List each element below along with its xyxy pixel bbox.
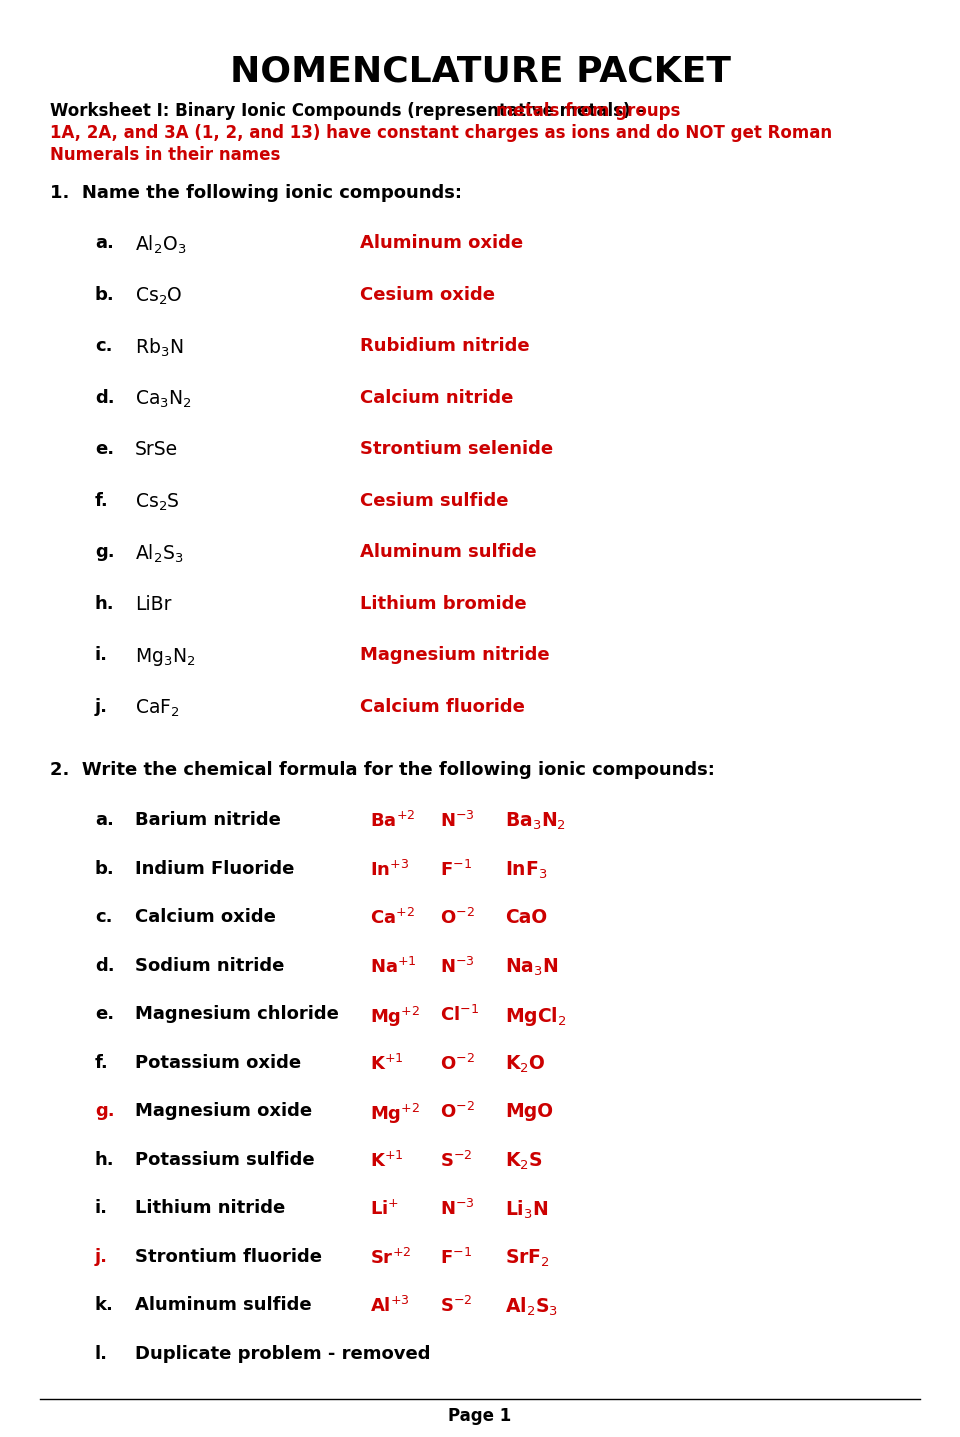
Text: Cesium sulfide: Cesium sulfide (360, 491, 509, 510)
Text: k.: k. (95, 1296, 114, 1313)
Text: InF$_3$: InF$_3$ (505, 859, 547, 881)
Text: Magnesium chloride: Magnesium chloride (135, 1004, 339, 1023)
Text: N$^{-3}$: N$^{-3}$ (440, 957, 475, 977)
Text: Indium Fluoride: Indium Fluoride (135, 859, 295, 878)
Text: Aluminum oxide: Aluminum oxide (360, 234, 523, 251)
Text: h.: h. (95, 595, 114, 612)
Text: Sodium nitride: Sodium nitride (135, 957, 284, 974)
Text: Numerals in their names: Numerals in their names (50, 147, 280, 164)
Text: f.: f. (95, 491, 108, 510)
Text: 2.  Write the chemical formula for the following ionic compounds:: 2. Write the chemical formula for the fo… (50, 762, 715, 779)
Text: N$^{-3}$: N$^{-3}$ (440, 810, 475, 831)
Text: Al$^{+3}$: Al$^{+3}$ (370, 1296, 410, 1316)
Text: Cs$_2$O: Cs$_2$O (135, 286, 182, 308)
Text: l.: l. (95, 1345, 108, 1362)
Text: Calcium oxide: Calcium oxide (135, 908, 276, 925)
Text: CaF$_2$: CaF$_2$ (135, 697, 180, 718)
Text: i.: i. (95, 647, 108, 664)
Text: c.: c. (95, 908, 112, 925)
Text: Duplicate problem - removed: Duplicate problem - removed (135, 1345, 430, 1362)
Text: Mg$^{+2}$: Mg$^{+2}$ (370, 1102, 420, 1127)
Text: Magnesium nitride: Magnesium nitride (360, 647, 550, 664)
Text: Na$_3$N: Na$_3$N (505, 957, 559, 977)
Text: c.: c. (95, 338, 112, 355)
Text: Ba$_3$N$_2$: Ba$_3$N$_2$ (505, 810, 566, 832)
Text: Ca$^{+2}$: Ca$^{+2}$ (370, 908, 415, 928)
Text: f.: f. (95, 1053, 108, 1072)
Text: F$^{-1}$: F$^{-1}$ (440, 859, 472, 879)
Text: Cs$_2$S: Cs$_2$S (135, 491, 180, 513)
Text: Ca$_3$N$_2$: Ca$_3$N$_2$ (135, 388, 192, 410)
Text: Aluminum sulfide: Aluminum sulfide (360, 543, 537, 560)
Text: LiBr: LiBr (135, 595, 172, 614)
Text: In$^{+3}$: In$^{+3}$ (370, 859, 409, 879)
Text: MgCl$_2$: MgCl$_2$ (505, 1004, 566, 1027)
Text: S$^{-2}$: S$^{-2}$ (440, 1151, 472, 1171)
Text: K$_2$S: K$_2$S (505, 1151, 542, 1171)
Text: SrF$_2$: SrF$_2$ (505, 1247, 550, 1269)
Text: d.: d. (95, 957, 114, 974)
Text: e.: e. (95, 1004, 114, 1023)
Text: Calcium fluoride: Calcium fluoride (360, 697, 525, 716)
Text: 1A, 2A, and 3A (1, 2, and 13) have constant charges as ions and do NOT get Roman: 1A, 2A, and 3A (1, 2, and 13) have const… (50, 124, 832, 142)
Text: Page 1: Page 1 (448, 1407, 512, 1426)
Text: Ba$^{+2}$: Ba$^{+2}$ (370, 810, 416, 831)
Text: Al$_2$O$_3$: Al$_2$O$_3$ (135, 234, 186, 256)
Text: b.: b. (95, 286, 115, 303)
Text: N$^{-3}$: N$^{-3}$ (440, 1198, 475, 1219)
Text: SrSe: SrSe (135, 440, 179, 458)
Text: Barium nitride: Barium nitride (135, 810, 281, 829)
Text: CaO: CaO (505, 908, 547, 927)
Text: Li$^{+}$: Li$^{+}$ (370, 1198, 399, 1219)
Text: Calcium nitride: Calcium nitride (360, 388, 514, 407)
Text: O$^{-2}$: O$^{-2}$ (440, 1053, 475, 1073)
Text: j.: j. (95, 697, 108, 716)
Text: d.: d. (95, 388, 114, 407)
Text: Cesium oxide: Cesium oxide (360, 286, 495, 303)
Text: Worksheet I: Binary Ionic Compounds (representative metals) –: Worksheet I: Binary Ionic Compounds (rep… (50, 102, 650, 121)
Text: g.: g. (95, 543, 114, 560)
Text: a.: a. (95, 234, 114, 251)
Text: Strontium selenide: Strontium selenide (360, 440, 553, 458)
Text: j.: j. (95, 1247, 108, 1266)
Text: Rb$_3$N: Rb$_3$N (135, 338, 183, 359)
Text: Rubidium nitride: Rubidium nitride (360, 338, 530, 355)
Text: Strontium fluoride: Strontium fluoride (135, 1247, 322, 1266)
Text: Sr$^{+2}$: Sr$^{+2}$ (370, 1247, 411, 1267)
Text: g.: g. (95, 1102, 114, 1119)
Text: Aluminum sulfide: Aluminum sulfide (135, 1296, 312, 1313)
Text: S$^{-2}$: S$^{-2}$ (440, 1296, 472, 1316)
Text: e.: e. (95, 440, 114, 458)
Text: Al$_2$S$_3$: Al$_2$S$_3$ (135, 543, 183, 565)
Text: i.: i. (95, 1198, 108, 1217)
Text: F$^{-1}$: F$^{-1}$ (440, 1247, 472, 1267)
Text: O$^{-2}$: O$^{-2}$ (440, 908, 475, 928)
Text: metals from groups: metals from groups (496, 102, 681, 121)
Text: Potassium sulfide: Potassium sulfide (135, 1151, 315, 1168)
Text: O$^{-2}$: O$^{-2}$ (440, 1102, 475, 1122)
Text: Lithium bromide: Lithium bromide (360, 595, 527, 612)
Text: Li$_3$N: Li$_3$N (505, 1198, 548, 1221)
Text: K$_2$O: K$_2$O (505, 1053, 545, 1075)
Text: Potassium oxide: Potassium oxide (135, 1053, 301, 1072)
Text: K$^{+1}$: K$^{+1}$ (370, 1053, 403, 1073)
Text: a.: a. (95, 810, 114, 829)
Text: Cl$^{-1}$: Cl$^{-1}$ (440, 1004, 479, 1025)
Text: Na$^{+1}$: Na$^{+1}$ (370, 957, 417, 977)
Text: 1.  Name the following ionic compounds:: 1. Name the following ionic compounds: (50, 184, 462, 203)
Text: Mg$_3$N$_2$: Mg$_3$N$_2$ (135, 647, 196, 668)
Text: MgO: MgO (505, 1102, 553, 1121)
Text: Magnesium oxide: Magnesium oxide (135, 1102, 312, 1119)
Text: K$^{+1}$: K$^{+1}$ (370, 1151, 403, 1171)
Text: Lithium nitride: Lithium nitride (135, 1198, 285, 1217)
Text: Mg$^{+2}$: Mg$^{+2}$ (370, 1004, 420, 1029)
Text: h.: h. (95, 1151, 114, 1168)
Text: NOMENCLATURE PACKET: NOMENCLATURE PACKET (229, 55, 731, 89)
Text: Al$_2$S$_3$: Al$_2$S$_3$ (505, 1296, 558, 1318)
Text: b.: b. (95, 859, 115, 878)
